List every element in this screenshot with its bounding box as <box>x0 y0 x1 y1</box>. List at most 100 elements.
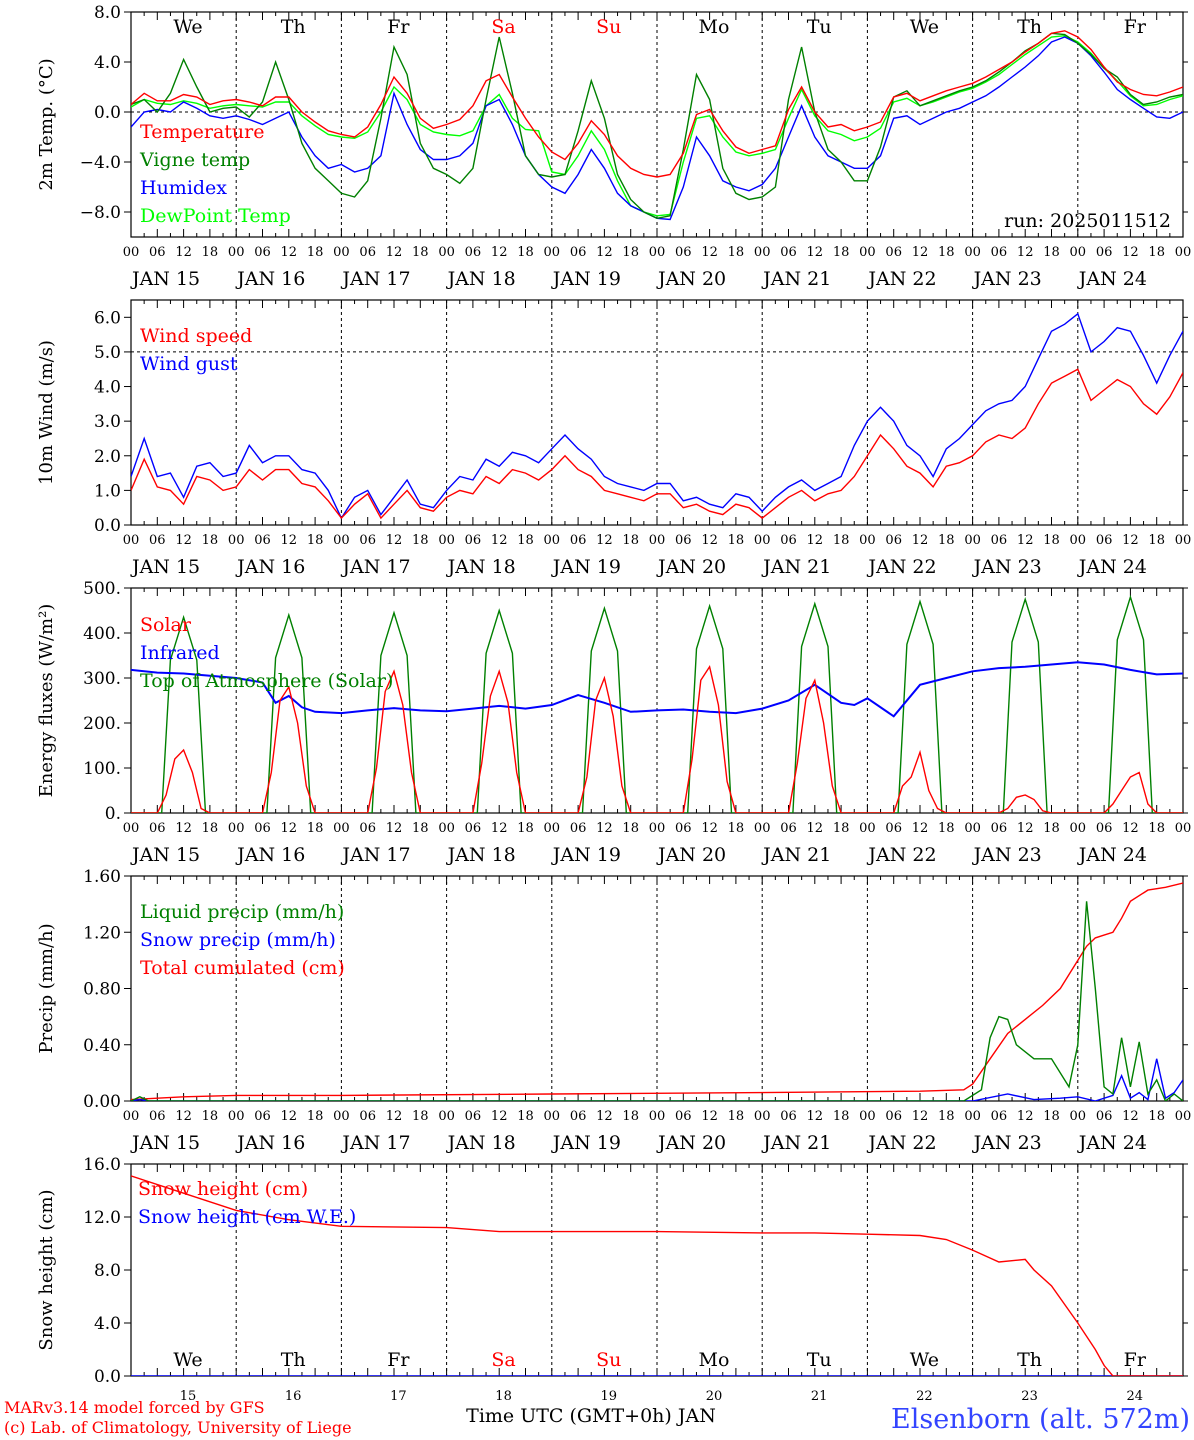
hour-label: 18 <box>1148 533 1165 548</box>
series-group <box>131 312 1183 520</box>
y-tick-label: 0.40 <box>83 1036 121 1056</box>
y-tick-label: −4.0 <box>80 153 121 173</box>
hour-label: 18 <box>1148 245 1165 260</box>
date-label: JAN 22 <box>866 1132 936 1154</box>
series-group <box>131 1175 1183 1376</box>
date-label: JAN 15 <box>130 844 200 866</box>
y-axis-label: 10m Wind (m/s) <box>36 340 57 485</box>
hour-label: 18 <box>728 821 745 836</box>
hour-label: 00 <box>544 533 561 548</box>
x-axis-title: Time UTC (GMT+0h) JAN <box>466 1405 716 1427</box>
date-label: JAN 23 <box>972 844 1042 866</box>
chart-snow: 0.0 4.0 8.0 12.0 16.0 Snow height (cm) We Th Fr S… <box>36 1155 1188 1404</box>
weekday-label: Su <box>596 16 621 38</box>
hour-label: 06 <box>675 245 692 260</box>
y-tick-label: 0.80 <box>83 980 121 1000</box>
hour-label: 06 <box>780 821 797 836</box>
legend-entry: Snow height (cm) <box>138 1178 308 1200</box>
hour-label: 12 <box>1017 821 1034 836</box>
date-label: JAN 21 <box>761 268 831 290</box>
series-line <box>131 1058 1183 1101</box>
hour-label: 00 <box>544 821 561 836</box>
hour-label: 12 <box>386 821 403 836</box>
hour-label: 00 <box>649 245 666 260</box>
hour-label: 18 <box>622 245 639 260</box>
plot-frame <box>130 299 1184 526</box>
y-tick-label: 0.0 <box>94 1367 121 1387</box>
hour-label: 06 <box>149 821 166 836</box>
y-tick-label: 4.0 <box>94 53 121 73</box>
hour-label: 18 <box>622 821 639 836</box>
hour-label: 06 <box>359 1109 376 1124</box>
hour-label: 00 <box>438 1109 455 1124</box>
hour-label: 18 <box>517 533 534 548</box>
weekday-label: Tu <box>807 1349 832 1371</box>
hour-label: 12 <box>807 821 824 836</box>
y-tick-label: 0.00 <box>83 1092 121 1112</box>
y-tick-label: 200. <box>83 714 121 734</box>
hour-label: 18 <box>728 533 745 548</box>
legend-entry: Top of Atmosphere (Solar) <box>140 670 393 692</box>
weekday-label: Mo <box>699 16 730 38</box>
y-tick-label: 2.0 <box>94 447 121 467</box>
y-tick-label: 4.0 <box>94 1314 121 1334</box>
day-number-label: 23 <box>1021 1389 1038 1404</box>
hour-label: 00 <box>1070 1109 1087 1124</box>
day-number-label: 21 <box>811 1389 828 1404</box>
hour-label: 12 <box>281 245 298 260</box>
hour-label: 18 <box>412 1109 429 1124</box>
legend-entry: Wind speed <box>140 325 252 347</box>
hour-label: 06 <box>359 533 376 548</box>
legend-entry: DewPoint Temp <box>140 205 291 227</box>
date-label: JAN 20 <box>656 268 726 290</box>
date-label: JAN 17 <box>340 844 410 866</box>
hour-label: 12 <box>175 1109 192 1124</box>
hour-label: 00 <box>123 533 140 548</box>
weekday-label: Fr <box>387 1349 410 1371</box>
y-tick-label: 3.0 <box>94 412 121 432</box>
hour-label: 00 <box>438 245 455 260</box>
hour-label: 12 <box>807 245 824 260</box>
date-label: JAN 19 <box>551 1132 621 1154</box>
hour-label: 18 <box>1043 245 1060 260</box>
weekday-label: Fr <box>1124 1349 1147 1371</box>
hour-label: 12 <box>1122 245 1139 260</box>
date-label: JAN 20 <box>656 844 726 866</box>
date-label: JAN 23 <box>972 1132 1042 1154</box>
date-label: JAN 16 <box>235 844 305 866</box>
day-number-label: 24 <box>1127 1389 1144 1404</box>
y-axis-label: Energy fluxes (W/m²) <box>36 604 57 798</box>
date-label: JAN 17 <box>340 268 410 290</box>
date-label: JAN 23 <box>972 556 1042 578</box>
day-number-label: 20 <box>706 1389 723 1404</box>
hour-label: 00 <box>964 821 981 836</box>
hour-label: 12 <box>912 821 929 836</box>
hour-label: 12 <box>281 533 298 548</box>
date-label: JAN 24 <box>1077 556 1147 578</box>
hour-label: 00 <box>649 1109 666 1124</box>
hour-label: 00 <box>754 821 771 836</box>
hour-label: 18 <box>1043 533 1060 548</box>
series-group <box>131 882 1183 1101</box>
date-label: JAN 15 <box>130 556 200 578</box>
hour-label: 06 <box>254 245 271 260</box>
hour-label: 06 <box>1096 533 1113 548</box>
hour-label: 12 <box>912 533 929 548</box>
hour-label: 00 <box>438 533 455 548</box>
hour-label: 06 <box>149 245 166 260</box>
weekday-label: Th <box>281 16 306 38</box>
hour-label: 18 <box>833 821 850 836</box>
legend-entry: Solar <box>140 614 192 636</box>
y-tick-label: 400. <box>83 624 121 644</box>
series-line <box>131 34 1183 217</box>
hour-label: 18 <box>202 533 219 548</box>
hour-label: 18 <box>833 1109 850 1124</box>
hour-label: 06 <box>1096 245 1113 260</box>
date-label: JAN 17 <box>340 556 410 578</box>
hour-label: 18 <box>833 533 850 548</box>
hour-label: 12 <box>596 245 613 260</box>
hour-label: 12 <box>1122 533 1139 548</box>
legend-entry: Humidex <box>140 177 227 199</box>
hour-label: 18 <box>1148 1109 1165 1124</box>
chart-panels: 8.04.00.0−4.0−8.02m Temp. (°C)00 06 12 18JA… <box>36 3 1191 1404</box>
